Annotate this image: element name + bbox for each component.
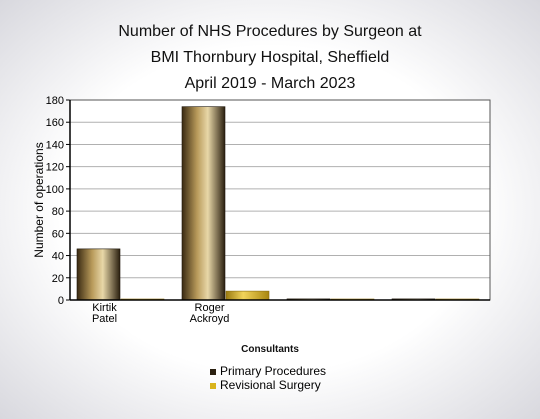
x-category-label: Kirtik xyxy=(92,302,117,314)
legend-item-revisional: Revisional Surgery xyxy=(210,378,326,392)
x-category-label: Roger xyxy=(195,302,225,314)
x-category-label: Patel xyxy=(92,313,117,325)
gridlines xyxy=(70,99,490,300)
y-tick-label: 120 xyxy=(46,162,64,174)
bars xyxy=(76,106,480,301)
y-tick-label: 40 xyxy=(52,251,64,263)
legend-swatch-primary xyxy=(210,369,216,375)
bar-revisional-1 xyxy=(225,290,270,301)
x-category-label: Ackroyd xyxy=(190,313,230,325)
legend-swatch-revisional xyxy=(210,383,216,389)
y-tick-label: 160 xyxy=(46,117,64,129)
legend: Primary Procedures Revisional Surgery xyxy=(210,364,326,392)
y-tick-label: 60 xyxy=(52,228,64,240)
plot-area xyxy=(70,100,490,300)
y-axis-title: Number of operations xyxy=(32,142,46,257)
y-tick-label: 20 xyxy=(52,273,64,285)
chart-title-line-2: BMI Thornbury Hospital, Sheffield xyxy=(150,49,390,66)
x-axis-title: Consultants xyxy=(241,344,299,355)
bar-primary-1 xyxy=(181,106,226,301)
legend-label-revisional: Revisional Surgery xyxy=(220,378,321,392)
y-tick-label: 100 xyxy=(46,184,64,196)
chart-title-line-1: Number of NHS Procedures by Surgeon at xyxy=(118,23,422,40)
bar-primary-0 xyxy=(76,248,121,301)
legend-label-primary: Primary Procedures xyxy=(220,364,327,378)
y-tick-label: 0 xyxy=(58,295,64,307)
y-tick-label: 80 xyxy=(52,206,64,218)
chart-title-line-3: April 2019 - March 2023 xyxy=(184,75,356,92)
y-tick-label: 180 xyxy=(46,95,64,107)
y-tick-label: 140 xyxy=(46,139,64,151)
legend-item-primary: Primary Procedures xyxy=(210,364,326,378)
